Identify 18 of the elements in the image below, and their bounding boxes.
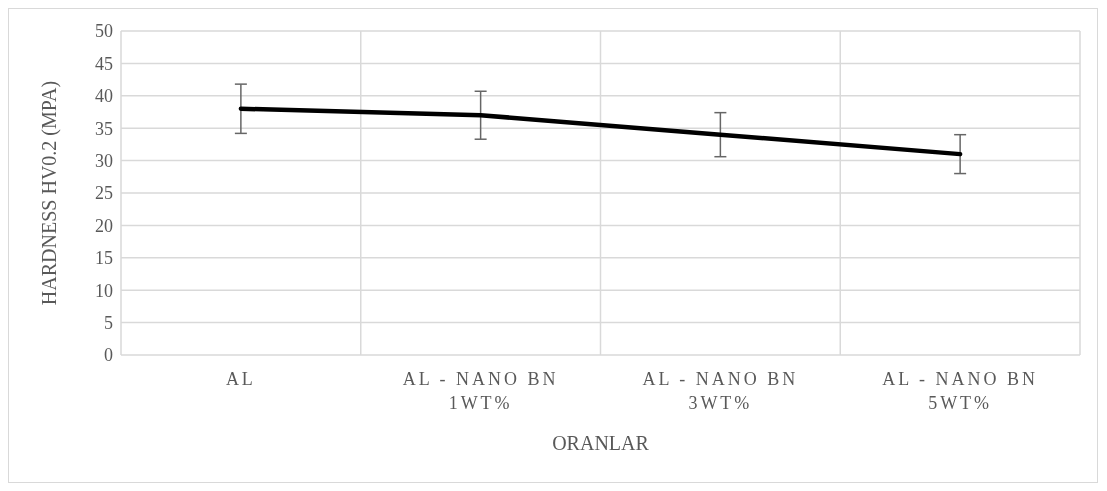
x-tick-label: AL - NANO BN 1WT% <box>402 369 559 413</box>
x-axis-title: ORANLAR <box>552 432 650 454</box>
y-tick-label: 25 <box>95 183 113 204</box>
y-tick-label: 0 <box>104 345 113 366</box>
x-tick-label: AL <box>225 369 256 389</box>
y-tick-label: 45 <box>95 53 113 74</box>
y-tick-label: 40 <box>95 86 113 107</box>
x-tick-label: AL - NANO BN 5WT% <box>882 369 1039 413</box>
y-axis-title: HARDNESS HV0.2 (MPA) <box>38 80 61 306</box>
y-tick-label: 30 <box>95 150 113 171</box>
y-tick-label: 10 <box>95 280 113 301</box>
line-series <box>238 106 963 157</box>
y-tick-label: 5 <box>104 312 113 333</box>
y-tick-label: 15 <box>95 248 113 269</box>
y-tick-label: 50 <box>95 21 113 42</box>
y-tick-label: 35 <box>95 118 113 139</box>
y-tick-label: 20 <box>95 215 113 236</box>
x-tick-label: AL - NANO BN 3WT% <box>642 369 799 413</box>
